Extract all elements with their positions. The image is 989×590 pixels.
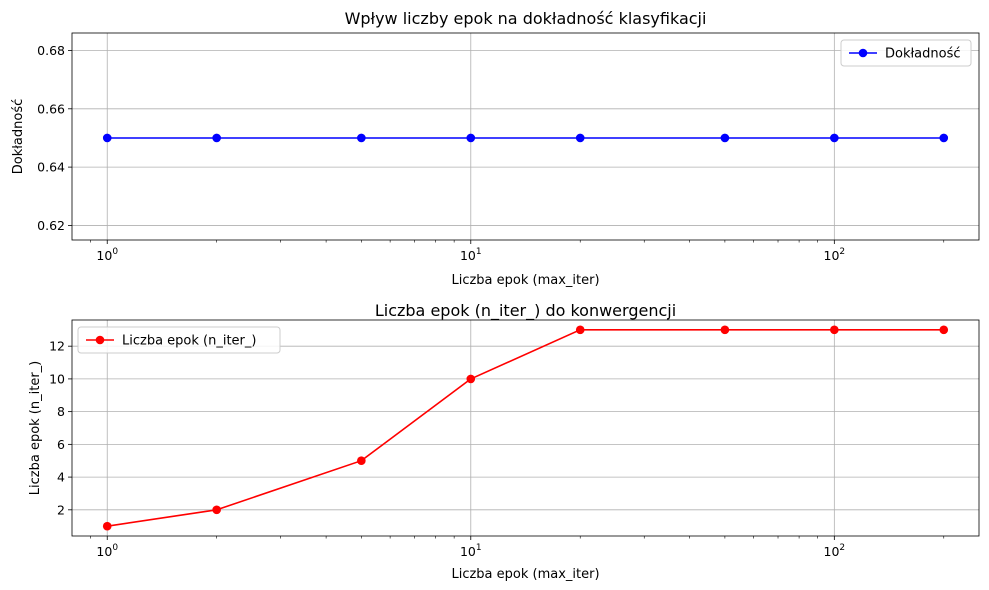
x-tick-label: 101 xyxy=(460,247,482,263)
legend: Liczba epok (n_iter_) xyxy=(77,326,281,354)
data-point xyxy=(212,133,221,143)
x-tick-label-base: 10 xyxy=(460,544,476,559)
x-tick-label: 102 xyxy=(824,543,846,559)
chart-title: Wpływ liczby epok na dokładność klasyfik… xyxy=(345,9,707,28)
x-tick-label-exponent: 2 xyxy=(839,543,845,553)
x-tick-label: 101 xyxy=(460,543,482,559)
y-tick-label: 12 xyxy=(49,339,65,354)
x-tick-label-exponent: 1 xyxy=(476,247,482,257)
plot-frame xyxy=(71,32,980,241)
data-point xyxy=(830,133,839,143)
legend-marker xyxy=(95,335,105,345)
y-tick-label: 0.64 xyxy=(37,160,65,175)
data-point xyxy=(466,133,476,143)
y-tick-label: 10 xyxy=(49,371,65,386)
y-tick-label: 8 xyxy=(57,404,65,419)
legend-label: Dokładność xyxy=(885,47,961,62)
data-point xyxy=(575,325,585,335)
data-point xyxy=(357,456,366,466)
x-tick-label-exponent: 0 xyxy=(112,543,118,553)
x-tick-label-base: 10 xyxy=(96,544,112,559)
y-tick-label: 6 xyxy=(57,437,65,452)
x-tick-label-exponent: 0 xyxy=(112,247,118,257)
x-tick-label-base: 10 xyxy=(96,248,112,263)
series-line-1 xyxy=(107,328,944,527)
x-tick-label-exponent: 1 xyxy=(476,543,482,553)
chart-title: Liczba epok (n_iter_) do konwergencji xyxy=(375,301,676,321)
data-point xyxy=(575,133,585,143)
legend: Dokładność xyxy=(840,39,972,67)
data-point xyxy=(939,325,949,335)
data-point xyxy=(720,325,730,335)
data-point xyxy=(939,133,949,143)
data-point xyxy=(720,133,730,143)
x-tick-label-base: 10 xyxy=(824,544,840,559)
x-tick-label-base: 10 xyxy=(460,248,476,263)
y-axis-label: Liczba epok (n_iter_) xyxy=(28,361,43,495)
x-tick-label-base: 10 xyxy=(824,248,840,263)
data-point xyxy=(830,325,839,335)
y-tick-label: 0.62 xyxy=(37,218,65,233)
x-tick-label: 102 xyxy=(824,247,846,263)
data-point xyxy=(102,133,112,143)
data-point xyxy=(212,505,221,515)
legend-box xyxy=(840,39,972,67)
legend-label: Liczba epok (n_iter_) xyxy=(122,334,256,349)
y-axis-label: Dokładność xyxy=(11,99,26,175)
x-tick-label: 100 xyxy=(96,247,118,263)
y-tick-label: 4 xyxy=(57,470,65,485)
data-point xyxy=(357,133,366,143)
x-axis-label: Liczba epok (max_iter) xyxy=(451,273,599,288)
data-point xyxy=(466,374,476,384)
plot-frame xyxy=(71,319,980,537)
y-tick-label: 0.66 xyxy=(37,101,65,116)
legend-marker xyxy=(858,48,868,58)
x-tick-label-exponent: 2 xyxy=(839,247,845,257)
data-point xyxy=(102,521,112,531)
y-tick-label: 2 xyxy=(57,502,65,517)
y-tick-label: 0.68 xyxy=(37,43,65,58)
legend-box xyxy=(77,326,281,354)
x-axis-label: Liczba epok (max_iter) xyxy=(451,567,599,582)
x-tick-label: 100 xyxy=(96,543,118,559)
